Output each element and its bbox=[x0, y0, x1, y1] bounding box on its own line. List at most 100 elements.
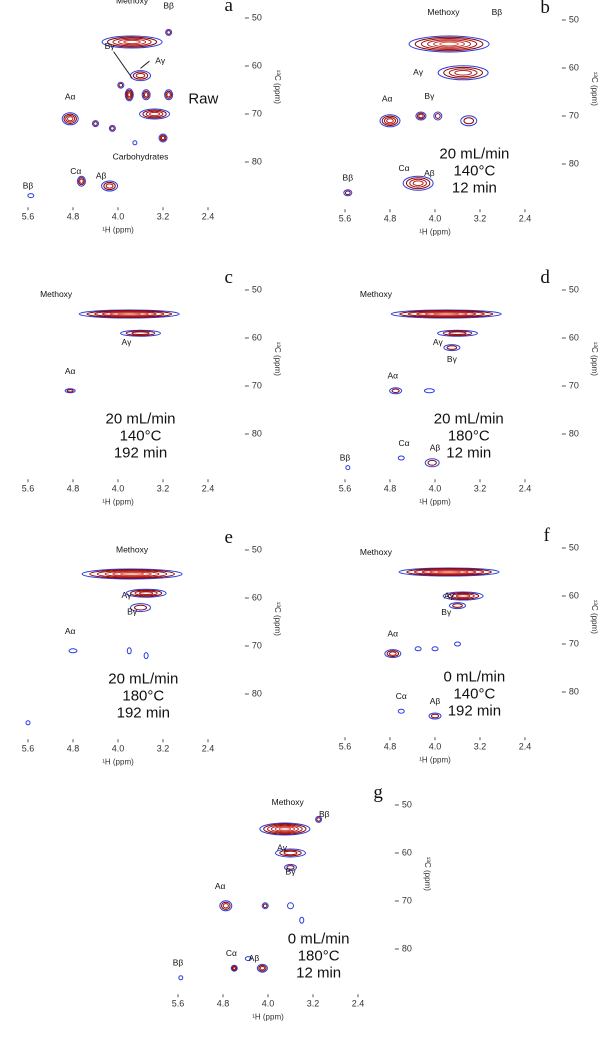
x-tick-label: 5.6 bbox=[172, 999, 185, 1009]
x-tick-label: 3.2 bbox=[157, 484, 170, 494]
contour bbox=[405, 177, 431, 190]
contour bbox=[446, 345, 458, 350]
peak-label: Aα bbox=[65, 366, 76, 376]
x-axis-label: ¹H (ppm) bbox=[102, 757, 134, 766]
y-axis-label: ¹³C (ppm) bbox=[590, 342, 599, 377]
contour bbox=[108, 124, 116, 132]
contour bbox=[141, 89, 151, 101]
condition-text: 192 min bbox=[114, 445, 167, 462]
contour bbox=[275, 848, 306, 858]
panel-letter: c bbox=[224, 267, 232, 288]
contour bbox=[433, 40, 465, 48]
contour bbox=[160, 135, 166, 141]
x-tick-label: 5.6 bbox=[22, 484, 35, 494]
x-tick-label: 5.6 bbox=[339, 484, 352, 494]
peak-label: Aα bbox=[65, 626, 76, 636]
peak-label: Bγ bbox=[424, 91, 435, 101]
contour bbox=[454, 69, 472, 76]
contour bbox=[388, 651, 397, 656]
y-tick-label: 60 bbox=[569, 62, 579, 72]
y-tick-label: 70 bbox=[252, 380, 262, 390]
y-tick-label: 50 bbox=[252, 284, 262, 294]
contour bbox=[78, 309, 180, 319]
contour bbox=[283, 850, 298, 856]
contour bbox=[27, 193, 35, 199]
condition-text: Raw bbox=[188, 91, 218, 108]
contour bbox=[222, 903, 229, 909]
condition-text: 20 mL/min bbox=[105, 411, 175, 428]
contour bbox=[120, 329, 161, 337]
condition-text: 12 min bbox=[296, 964, 341, 981]
y-axis-label: ¹³C (ppm) bbox=[273, 602, 282, 637]
contour bbox=[109, 311, 149, 317]
condition-text: 180°C bbox=[448, 428, 490, 445]
y-tick-label: 60 bbox=[569, 332, 579, 342]
contour bbox=[261, 902, 269, 910]
condition-text: 12 min bbox=[446, 445, 491, 462]
peak-label: Aβ bbox=[249, 953, 260, 963]
panel-letter: a bbox=[224, 0, 233, 16]
spectrum-panel: 5.6 4.8 4.0 3.2 2.4 ¹H (ppm) 50 60 70 80 ¹³C (ppm)… bbox=[339, 0, 599, 236]
x-tick-label: 4.8 bbox=[384, 742, 397, 752]
contour bbox=[96, 570, 168, 578]
spectrum-panel: 5.6 4.8 4.0 3.2 2.4 ¹H (ppm) 50 60 70 80 ¹³C (ppm)… bbox=[22, 0, 282, 234]
contour bbox=[402, 175, 434, 191]
peak-label: Bγ bbox=[286, 866, 297, 876]
peak-label: Bβ bbox=[343, 173, 354, 183]
contour bbox=[110, 126, 115, 131]
contour bbox=[430, 713, 440, 719]
contour bbox=[408, 35, 490, 53]
contour bbox=[427, 459, 437, 466]
contour bbox=[263, 823, 307, 835]
y-tick-label: 70 bbox=[252, 108, 262, 118]
contour bbox=[139, 108, 171, 120]
contour bbox=[81, 568, 183, 580]
x-tick-label: 4.8 bbox=[384, 214, 397, 224]
peak-label: Methoxy bbox=[360, 547, 393, 557]
contour bbox=[437, 65, 489, 81]
contour bbox=[437, 329, 478, 337]
y-axis-label: ¹³C (ppm) bbox=[590, 72, 599, 107]
contour bbox=[125, 588, 167, 598]
contour bbox=[120, 572, 145, 576]
y-tick-label: 60 bbox=[569, 590, 579, 600]
x-tick-label: 2.4 bbox=[202, 484, 215, 494]
contour bbox=[431, 646, 439, 652]
contour bbox=[384, 649, 402, 659]
x-axis-label: ¹H (ppm) bbox=[419, 497, 451, 506]
contour bbox=[134, 604, 147, 611]
y-axis-label: ¹³C (ppm) bbox=[423, 857, 432, 892]
contour bbox=[416, 112, 426, 120]
peak-label: Methoxy bbox=[40, 289, 73, 299]
contour bbox=[107, 36, 158, 48]
contour bbox=[101, 180, 119, 192]
x-tick-label: 4.8 bbox=[217, 999, 230, 1009]
panel-letter: f bbox=[544, 525, 551, 546]
contour bbox=[299, 916, 305, 924]
x-axis-label: ¹H (ppm) bbox=[252, 1012, 284, 1021]
condition-text: 20 mL/min bbox=[439, 145, 509, 162]
contour bbox=[164, 89, 174, 101]
x-axis-label: ¹H (ppm) bbox=[419, 755, 451, 764]
x-axis-label: ¹H (ppm) bbox=[102, 497, 134, 506]
contour bbox=[142, 90, 150, 99]
peak-label: Methoxy bbox=[427, 7, 460, 17]
contour bbox=[399, 310, 494, 318]
condition-text: 20 mL/min bbox=[434, 411, 504, 428]
y-tick-label: 60 bbox=[402, 847, 412, 857]
peak-label: Methoxy bbox=[360, 289, 393, 299]
contour bbox=[244, 956, 252, 962]
contour bbox=[397, 455, 405, 461]
y-tick-label: 70 bbox=[402, 895, 412, 905]
contour bbox=[447, 592, 480, 600]
y-tick-label: 50 bbox=[252, 12, 262, 22]
y-tick-label: 50 bbox=[569, 284, 579, 294]
contour bbox=[379, 114, 401, 128]
peak-label: Cα bbox=[226, 948, 237, 958]
x-tick-label: 4.8 bbox=[384, 484, 397, 494]
peak-label: Aγ bbox=[444, 590, 455, 600]
x-tick-label: 3.2 bbox=[474, 214, 487, 224]
contour bbox=[117, 81, 125, 89]
contour bbox=[134, 590, 158, 596]
contour bbox=[25, 720, 31, 726]
